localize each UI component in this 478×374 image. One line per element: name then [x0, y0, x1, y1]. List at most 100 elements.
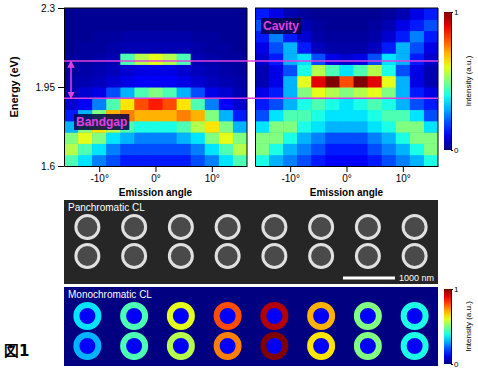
heatmap-cell	[163, 121, 178, 133]
heatmap-cell	[269, 110, 284, 122]
x-axis: -10°0°10°	[65, 166, 248, 184]
heatmap-cell	[106, 19, 121, 31]
heatmap-cell	[64, 42, 79, 54]
mono-disk	[404, 335, 426, 357]
heatmap-cell	[205, 64, 220, 76]
heatmap-cell	[368, 76, 383, 88]
heatmap-cell	[283, 155, 298, 166]
heatmap-cell	[368, 31, 383, 43]
heatmap-cell	[177, 76, 192, 88]
heatmap-cell	[92, 31, 107, 43]
heatmap-cell	[311, 110, 326, 122]
heatmap-cell	[120, 19, 135, 31]
heatmap-cell	[177, 31, 192, 43]
y-axis	[255, 9, 256, 167]
heatmap-cell	[191, 110, 206, 122]
pan-disk	[356, 216, 379, 239]
heatmap-cell	[382, 31, 397, 43]
pan-disk	[263, 216, 286, 239]
heatmap-cell	[120, 64, 135, 76]
heatmap-cell	[382, 19, 397, 31]
heatmap-cell	[354, 110, 369, 122]
heatmap-cell	[410, 31, 425, 43]
heatmap-cell	[339, 64, 354, 76]
heatmap-cell	[177, 19, 192, 31]
heatmap-cell	[255, 87, 270, 99]
heatmap-plot	[255, 8, 438, 166]
annotation-patch	[74, 114, 129, 130]
heatmap-cell	[424, 76, 438, 88]
heatmap-cell	[396, 155, 411, 166]
heatmap-cell	[233, 110, 247, 122]
heatmap-cell	[396, 132, 411, 144]
pan-disk	[76, 245, 99, 268]
heatmap-cell	[368, 132, 383, 144]
heatmap-cell	[134, 132, 149, 144]
heatmap-cell	[311, 31, 326, 43]
colorbar-tick: 0	[451, 360, 459, 369]
heatmap-cell	[269, 155, 284, 166]
colorbar-axis: 01	[451, 285, 459, 369]
heatmap-cell	[106, 53, 121, 65]
heatmap-cell	[233, 64, 247, 76]
heatmap-cell	[325, 31, 340, 43]
panel-label: Monochromatic CL	[68, 289, 152, 300]
annotation: Cavity	[263, 19, 299, 33]
heatmap-cell	[339, 19, 354, 31]
heatmap-cell	[78, 53, 93, 65]
pan-disk	[123, 216, 146, 239]
heatmap-cell	[148, 31, 163, 43]
heatmap-cell	[177, 53, 192, 65]
heatmap-cell	[255, 155, 270, 166]
heatmap-cell	[106, 8, 121, 20]
heatmap-cell	[205, 98, 220, 110]
heatmap-cell	[205, 132, 220, 144]
heatmap-cell	[396, 19, 411, 31]
heatmap-cell	[424, 53, 438, 65]
heatmap-cell	[396, 76, 411, 88]
heatmap-cell	[134, 87, 149, 99]
heatmap-cell	[297, 87, 312, 99]
heatmap-cell	[205, 121, 220, 133]
heatmap-cell	[424, 8, 438, 20]
heatmap-cell	[382, 132, 397, 144]
heatmap-cell	[120, 31, 135, 43]
figure-label: 図1	[4, 342, 29, 360]
heatmap-cell	[78, 64, 93, 76]
heatmap-cell	[177, 121, 192, 133]
heatmap-cell	[311, 64, 326, 76]
heatmap-cell	[233, 87, 247, 99]
heatmap-cell	[148, 121, 163, 133]
heatmap-cell	[368, 98, 383, 110]
heatmap-cell	[354, 76, 369, 88]
pan-disk	[356, 245, 379, 268]
heatmap-cell	[325, 121, 340, 133]
x-tick-label: 0°	[151, 173, 161, 184]
colorbar-tick-label: 0	[454, 360, 459, 369]
heatmap-cell	[64, 8, 79, 20]
y-tick: 1.6	[41, 161, 64, 172]
heatmap-cell	[233, 155, 247, 166]
heatmap-cell	[255, 132, 270, 144]
heatmap-cell	[134, 121, 149, 133]
heatmap-cell	[120, 8, 135, 20]
heatmap-cell	[339, 53, 354, 65]
heatmap-cell	[233, 8, 247, 20]
heatmap-cell	[191, 155, 206, 166]
heatmap-cell	[219, 8, 234, 20]
heatmap-cell	[339, 8, 354, 20]
heatmap-cell	[269, 64, 284, 76]
heatmap-cell	[396, 143, 411, 155]
heatmap-cell	[396, 98, 411, 110]
heatmap-cell	[396, 64, 411, 76]
heatmap-cell	[339, 42, 354, 54]
pan-disk	[169, 245, 192, 268]
colorbar-tick-label: 1	[454, 8, 459, 17]
heatmap-cell	[78, 155, 93, 166]
heatmap-cell	[382, 53, 397, 65]
heatmap-cell	[106, 31, 121, 43]
heatmap-cell	[297, 64, 312, 76]
heatmap-cell	[163, 64, 178, 76]
colorbar	[444, 289, 451, 364]
pan-disk	[310, 245, 333, 268]
